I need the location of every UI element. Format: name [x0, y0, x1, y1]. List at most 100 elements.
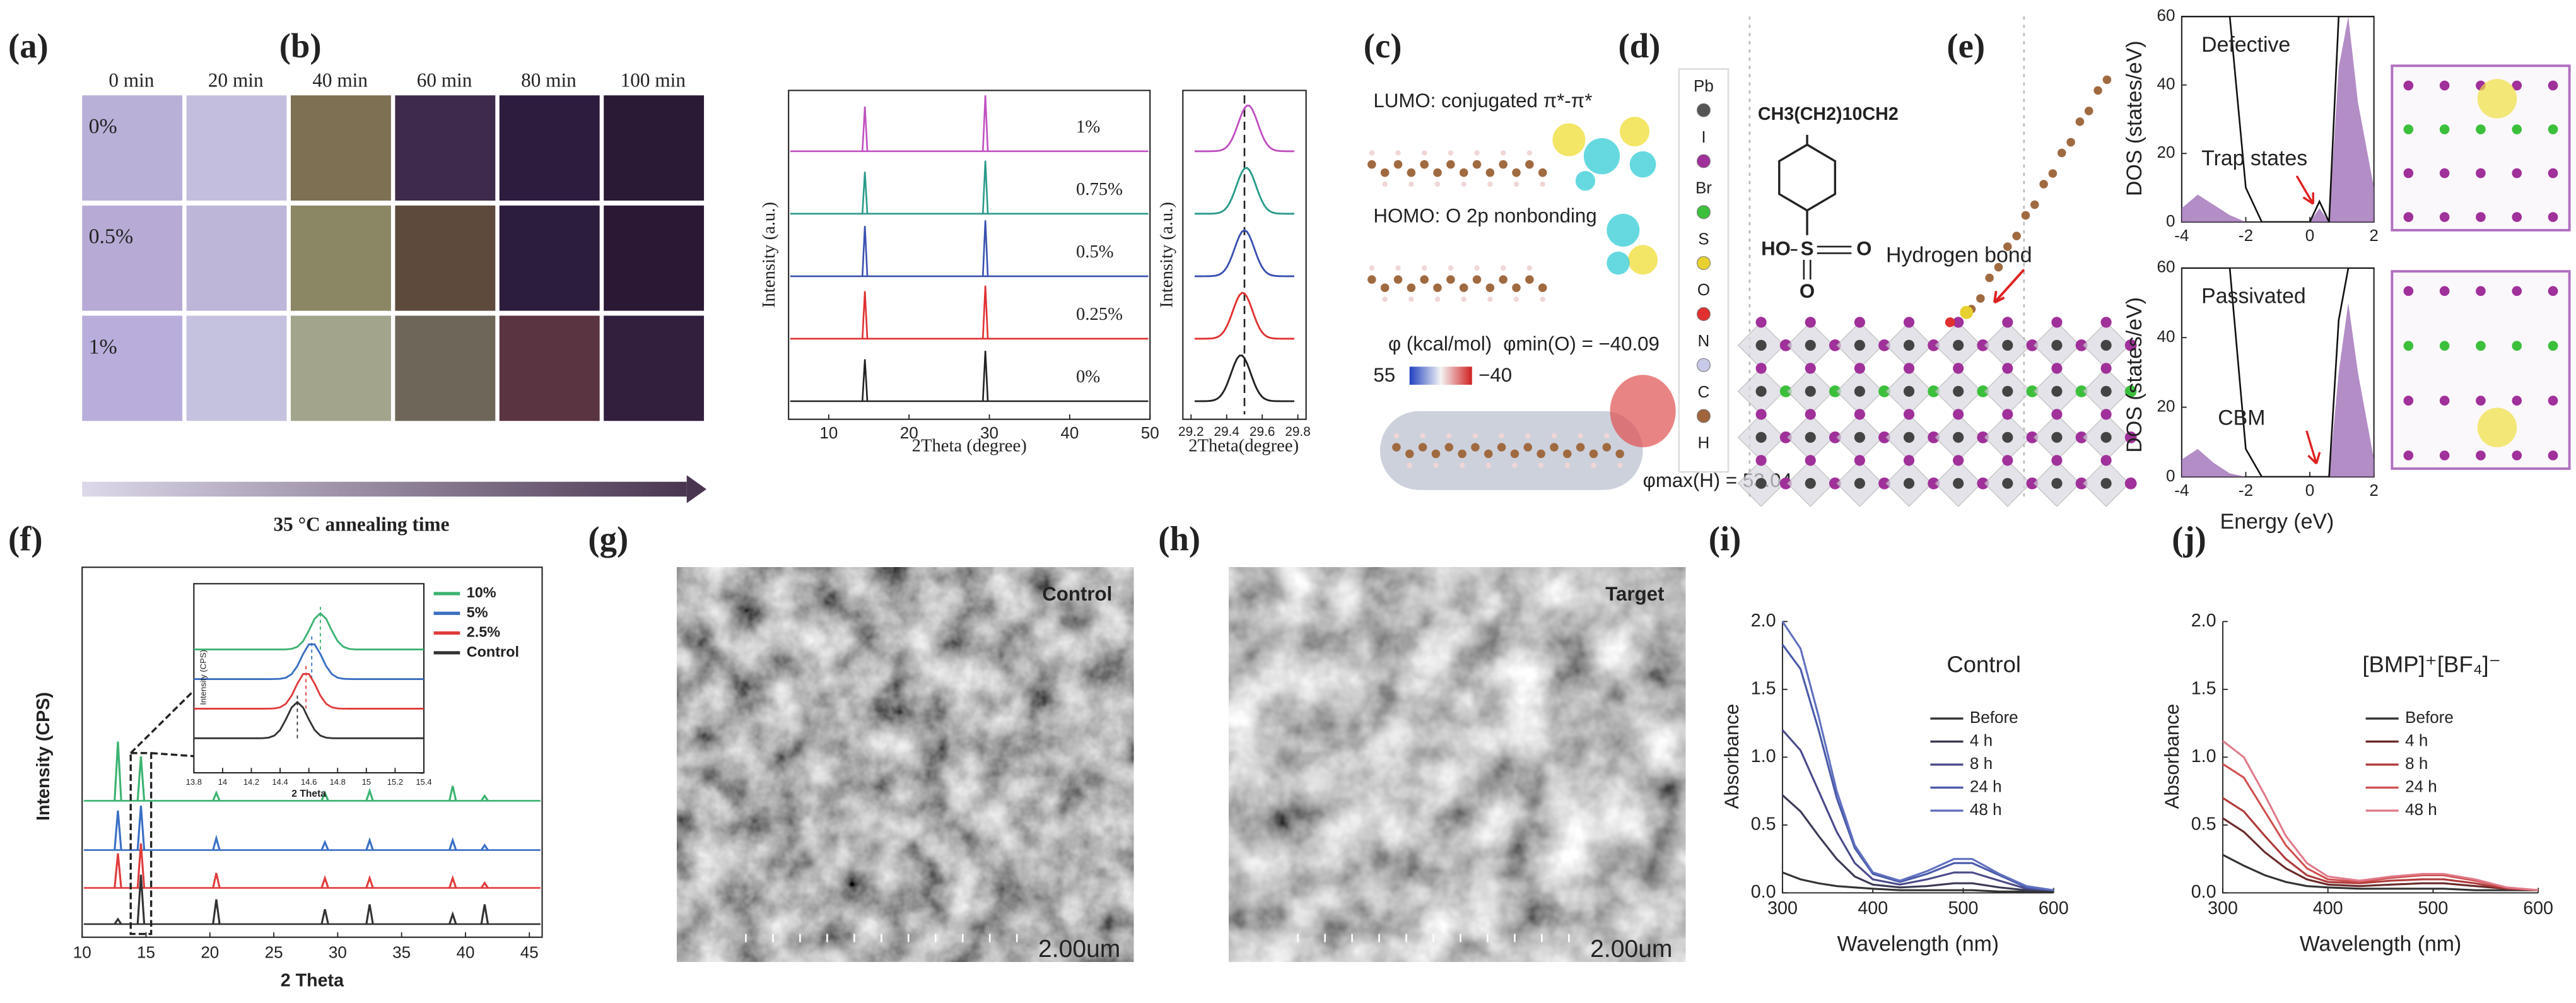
element-label: Br — [1695, 179, 1712, 197]
atom — [1525, 275, 1534, 284]
xrd-peak — [136, 874, 146, 924]
legend-label: Control — [467, 643, 519, 660]
x-tick-label: 30 — [329, 943, 347, 962]
sample-photo — [186, 315, 287, 421]
xrd-peak — [448, 837, 457, 851]
time-label: 60 min — [417, 69, 472, 91]
sample-photo — [186, 205, 287, 311]
atom — [1408, 181, 1414, 187]
atom — [2100, 431, 2112, 443]
atom — [1382, 296, 1388, 302]
xrd-peak — [365, 904, 374, 925]
xrd-peak — [981, 351, 989, 402]
atom — [1499, 433, 1504, 438]
atom — [2439, 168, 2450, 179]
atom — [1420, 160, 1429, 169]
xrd-peak — [480, 843, 489, 851]
atom — [1459, 168, 1468, 177]
element-swatch — [1697, 409, 1711, 423]
acid-atom: O — [1800, 280, 1815, 302]
y-tick-label: 2.0 — [2191, 611, 2216, 631]
atom — [2026, 477, 2039, 490]
atom — [2051, 409, 2063, 420]
inset-peak — [194, 672, 424, 710]
annotation: Trap states — [2201, 146, 2307, 170]
atom — [1878, 339, 1890, 351]
x-tick-label: 0 — [2305, 226, 2314, 245]
series-label: 0.5% — [1076, 242, 1114, 262]
atom — [1977, 477, 1989, 490]
y-tick-label: 1.0 — [2191, 746, 2216, 766]
series-label: 0.25% — [1076, 304, 1123, 324]
atom — [2512, 286, 2522, 296]
x-axis-label: 2 Theta — [291, 789, 326, 799]
y-tick-label: 60 — [2157, 257, 2175, 276]
absorbance-curve — [2222, 797, 2539, 891]
y-tick-label: 40 — [2157, 327, 2175, 346]
legend-label: 10% — [467, 584, 496, 601]
atom — [2100, 317, 2112, 328]
atom — [1985, 273, 1994, 283]
atom — [2051, 339, 2063, 351]
xrd-peak — [136, 843, 146, 888]
legend-label: 8 h — [1970, 754, 1993, 773]
atom — [1953, 317, 1964, 328]
atom — [2002, 363, 2013, 374]
x-tick-label: 40 — [1060, 423, 1079, 442]
atom — [2051, 317, 2063, 328]
atom — [2439, 450, 2450, 460]
atom — [1407, 168, 1416, 177]
row-label: 0% — [89, 115, 117, 138]
absorbance-curve — [2222, 740, 2539, 891]
atom — [2003, 242, 2012, 251]
sample-photo — [291, 315, 391, 421]
element-swatch — [1697, 205, 1711, 220]
y-axis-label: Absorbance — [2161, 704, 2183, 809]
legend-box — [1678, 68, 1730, 473]
annotation: CBM — [2218, 406, 2265, 430]
atom — [2100, 339, 2112, 351]
atom — [1369, 150, 1375, 156]
atom — [1380, 283, 1390, 292]
atom — [1434, 296, 1441, 302]
atom — [1408, 296, 1414, 302]
atom — [2012, 232, 2021, 240]
atom — [1928, 385, 1940, 397]
orbital-lobe — [1607, 213, 1640, 247]
legend-label: 48 h — [1970, 800, 2002, 819]
x-axis-label: Wavelength (nm) — [1837, 932, 1999, 956]
atom — [1551, 433, 1557, 438]
atom — [2548, 450, 2558, 460]
atom — [1903, 431, 1915, 443]
bonds — [1791, 245, 1852, 280]
atom — [2512, 450, 2522, 460]
orbital-lobe — [1583, 138, 1620, 175]
atom — [1602, 443, 1612, 452]
atom — [1407, 283, 1416, 292]
atom — [1854, 385, 1865, 397]
atom — [1805, 385, 1816, 397]
absorbance-curve — [1781, 729, 2054, 891]
panel-label: (g) — [588, 520, 628, 558]
atom — [1903, 478, 1915, 489]
absorbance-curve — [1781, 621, 2054, 891]
xrd-peak — [365, 837, 374, 851]
atom — [1617, 462, 1623, 468]
y-tick-label: 1.5 — [1751, 678, 1776, 698]
orbital-lobe — [1552, 123, 1586, 156]
esp-surface — [1379, 411, 1643, 490]
time-label: 20 min — [208, 69, 264, 91]
xrd-peak — [480, 881, 489, 889]
absorbance-curve — [2222, 817, 2539, 891]
xrd-peak — [861, 226, 869, 276]
inset-peak — [194, 612, 424, 651]
charge-density — [2477, 408, 2517, 447]
xrd-peak — [981, 220, 989, 276]
atom — [2548, 212, 2558, 222]
hbond-arrow — [1993, 269, 2025, 304]
sample-photo — [82, 315, 183, 421]
atom — [2021, 211, 2030, 220]
note-arrow — [2295, 175, 2314, 205]
element-swatch — [1697, 103, 1711, 117]
atom — [2548, 80, 2558, 91]
